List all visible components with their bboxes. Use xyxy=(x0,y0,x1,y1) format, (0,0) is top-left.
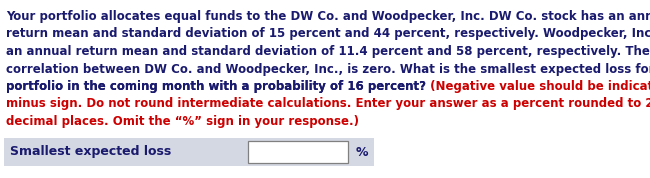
FancyBboxPatch shape xyxy=(4,138,374,166)
Text: portfolio in the coming month with a probability of 16 percent?: portfolio in the coming month with a pro… xyxy=(6,80,426,93)
Text: %: % xyxy=(356,145,369,158)
Text: (Negative value should be indicated by a: (Negative value should be indicated by a xyxy=(426,80,650,93)
Text: Smallest expected loss: Smallest expected loss xyxy=(10,145,171,158)
Text: correlation between DW Co. and Woodpecker, Inc., is zero. What is the smallest e: correlation between DW Co. and Woodpecke… xyxy=(6,62,650,75)
Text: Your portfolio allocates equal funds to the DW Co. and Woodpecker, Inc. DW Co. s: Your portfolio allocates equal funds to … xyxy=(6,10,650,23)
FancyBboxPatch shape xyxy=(248,141,348,163)
Text: decimal places. Omit the “%” sign in your response.): decimal places. Omit the “%” sign in you… xyxy=(6,115,359,128)
Text: portfolio in the coming month with a probability of 16 percent?: portfolio in the coming month with a pro… xyxy=(6,80,426,93)
Text: an annual return mean and standard deviation of 11.4 percent and 58 percent, res: an annual return mean and standard devia… xyxy=(6,45,650,58)
Text: minus sign. Do not round intermediate calculations. Enter your answer as a perce: minus sign. Do not round intermediate ca… xyxy=(6,98,650,111)
Text: return mean and standard deviation of 15 percent and 44 percent, respectively. W: return mean and standard deviation of 15… xyxy=(6,27,650,41)
